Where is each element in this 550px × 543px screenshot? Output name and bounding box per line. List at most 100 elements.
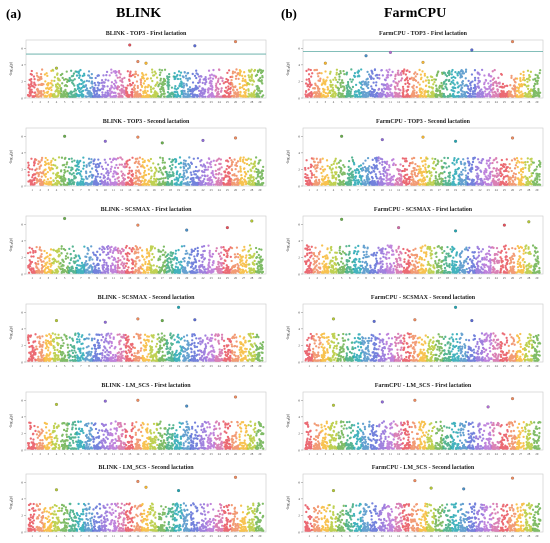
- snp-cloud-chr-11: [385, 420, 395, 450]
- peak-snp-point: [103, 399, 107, 403]
- snp-cloud-chr-23: [482, 421, 493, 450]
- snp-cloud-chr-11: [108, 157, 118, 186]
- x-tick-label: 14: [136, 534, 140, 538]
- snp-cloud-chr-14: [409, 71, 420, 98]
- x-tick-label: 9: [96, 276, 98, 280]
- snp-cloud-chr-12: [393, 163, 404, 186]
- x-tick-label: 8: [365, 100, 367, 104]
- x-tick-label: 18: [169, 364, 173, 368]
- peak-snp-point: [234, 40, 238, 44]
- snp-cloud-chr-29: [254, 333, 265, 362]
- manhattan-panel: FarmCPU - TOP3 - Second lactation -log₁₀(…: [285, 119, 544, 192]
- snp-cloud-chr-14: [132, 245, 143, 274]
- snp-cloud-chr-7: [75, 420, 86, 450]
- peak-snp-point: [103, 139, 107, 143]
- x-tick-label: 26: [511, 364, 515, 368]
- x-tick-label: 28: [527, 276, 531, 280]
- x-tick-label: 2: [316, 452, 318, 456]
- y-tick-label: 4: [298, 497, 300, 501]
- x-tick-label: 28: [250, 534, 254, 538]
- peak-snp-point: [193, 44, 197, 48]
- snp-cloud-chr-16: [426, 335, 436, 362]
- snp-cloud-chr-16: [149, 157, 159, 186]
- y-tick-label: 6: [298, 47, 300, 51]
- y-tick-label: 0: [298, 530, 300, 534]
- peak-snp-point: [185, 404, 189, 408]
- x-tick-label: 14: [136, 188, 140, 192]
- x-tick-label: 25: [226, 276, 230, 280]
- x-tick-label: 24: [495, 100, 499, 104]
- snp-cloud-chr-17: [157, 68, 167, 98]
- snp-cloud-chr-7: [352, 502, 363, 532]
- snp-cloud-chr-14: [132, 70, 143, 98]
- x-tick-label: 20: [462, 276, 466, 280]
- x-tick-label: 12: [120, 100, 124, 104]
- x-tick-label: 27: [519, 534, 523, 538]
- x-tick-label: 25: [226, 452, 230, 456]
- x-tick-label: 29: [535, 276, 539, 280]
- x-tick-label: 1: [31, 534, 33, 538]
- snp-cloud-chr-13: [124, 156, 135, 186]
- y-tick-label: 2: [21, 168, 23, 172]
- x-tick-label: 2: [316, 188, 318, 192]
- x-tick-label: 8: [365, 276, 367, 280]
- y-tick-label: 4: [21, 327, 23, 331]
- snp-cloud-chr-19: [173, 502, 184, 532]
- snp-cloud-chr-20: [458, 246, 468, 274]
- peak-snp-point: [234, 475, 238, 479]
- snp-cloud-chr-20: [458, 332, 469, 362]
- snp-cloud-chr-18: [442, 69, 452, 98]
- snp-cloud-chr-13: [124, 333, 135, 362]
- x-tick-label: 26: [511, 452, 515, 456]
- manhattan-panel: BLINK - TOP3 - First lactation -log₁₀(p) 0…: [8, 31, 267, 104]
- snp-cloud-chr-9: [91, 74, 102, 98]
- peak-snp-point: [454, 305, 458, 309]
- x-tick-label: 26: [234, 188, 238, 192]
- snp-cloud-chr-15: [141, 333, 151, 362]
- x-tick-label: 22: [478, 276, 482, 280]
- snp-cloud-chr-10: [377, 246, 387, 274]
- x-tick-label: 16: [430, 276, 434, 280]
- snp-cloud-chr-8: [83, 502, 94, 532]
- x-tick-label: 10: [104, 364, 108, 368]
- x-tick-label: 28: [250, 452, 254, 456]
- snp-cloud-chr-22: [197, 420, 208, 450]
- x-tick-label: 10: [381, 364, 385, 368]
- manhattan-panel: BLINK - SCSMAX - First lactation -log₁₀(p…: [8, 207, 267, 280]
- x-tick-label: 16: [153, 452, 157, 456]
- snp-cloud-chr-4: [328, 68, 339, 98]
- snp-cloud-chr-29: [531, 244, 541, 274]
- snp-cloud-chr-1: [26, 421, 37, 450]
- x-tick-label: 13: [128, 364, 132, 368]
- snp-cloud-chr-8: [84, 157, 94, 186]
- snp-cloud-chr-1: [26, 246, 37, 274]
- x-tick-label: 4: [333, 100, 335, 104]
- snp-cloud-chr-1: [27, 157, 37, 186]
- x-tick-label: 19: [177, 452, 181, 456]
- peak-snp-point: [380, 400, 384, 404]
- snp-cloud-chr-15: [140, 502, 151, 532]
- x-tick-label: 7: [357, 364, 359, 368]
- y-tick-label: 2: [298, 80, 300, 84]
- y-tick-label: 2: [298, 256, 300, 260]
- x-tick-label: 14: [136, 452, 140, 456]
- x-tick-label: 16: [153, 364, 157, 368]
- x-tick-label: 4: [333, 276, 335, 280]
- x-tick-label: 7: [80, 100, 82, 104]
- x-tick-label: 12: [397, 534, 401, 538]
- snp-cloud-chr-23: [206, 157, 216, 186]
- snp-cloud-chr-17: [157, 505, 167, 532]
- snp-cloud-chr-28: [523, 69, 534, 98]
- snp-cloud-chr-11: [385, 504, 395, 532]
- snp-cloud-chr-13: [401, 420, 412, 450]
- x-tick-label: 24: [495, 188, 499, 192]
- x-tick-label: 22: [201, 534, 205, 538]
- snp-cloud-chr-8: [83, 333, 94, 362]
- snp-cloud-chr-9: [91, 502, 102, 532]
- x-tick-label: 10: [381, 276, 385, 280]
- snp-cloud-chr-18: [165, 157, 175, 186]
- snp-cloud-chr-21: [466, 156, 477, 186]
- x-tick-label: 28: [527, 452, 531, 456]
- peak-snp-point: [470, 48, 474, 52]
